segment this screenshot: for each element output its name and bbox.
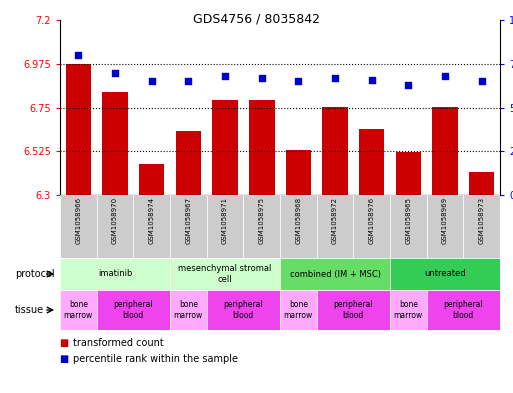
Bar bbox=[207, 195, 243, 258]
Bar bbox=[427, 195, 463, 258]
Point bbox=[148, 78, 156, 84]
Bar bbox=[139, 164, 165, 195]
Bar bbox=[170, 195, 207, 258]
Text: bone
marrow: bone marrow bbox=[174, 300, 203, 320]
Bar bbox=[170, 258, 280, 290]
Bar bbox=[175, 131, 201, 195]
Bar bbox=[469, 172, 495, 195]
Text: GSM1058974: GSM1058974 bbox=[149, 197, 154, 244]
Point bbox=[74, 52, 83, 58]
Bar bbox=[322, 108, 348, 195]
Bar bbox=[390, 195, 427, 258]
Text: peripheral
blood: peripheral blood bbox=[224, 300, 263, 320]
Text: GSM1058976: GSM1058976 bbox=[369, 197, 374, 244]
Text: GSM1058972: GSM1058972 bbox=[332, 197, 338, 244]
Text: imatinib: imatinib bbox=[98, 270, 132, 279]
Bar bbox=[427, 290, 500, 330]
Bar bbox=[60, 290, 96, 330]
Bar bbox=[60, 195, 96, 258]
Point bbox=[404, 82, 412, 88]
Bar bbox=[280, 258, 390, 290]
Text: combined (IM + MSC): combined (IM + MSC) bbox=[289, 270, 381, 279]
Text: mesenchymal stromal
cell: mesenchymal stromal cell bbox=[179, 264, 272, 284]
Text: transformed count: transformed count bbox=[73, 338, 164, 348]
Bar bbox=[286, 150, 311, 195]
Text: bone
marrow: bone marrow bbox=[393, 300, 423, 320]
Bar bbox=[353, 195, 390, 258]
Text: GDS4756 / 8035842: GDS4756 / 8035842 bbox=[193, 13, 320, 26]
Text: GSM1058971: GSM1058971 bbox=[222, 197, 228, 244]
Text: ■: ■ bbox=[60, 338, 72, 348]
Text: GSM1058973: GSM1058973 bbox=[479, 197, 485, 244]
Text: ■: ■ bbox=[60, 354, 72, 364]
Point bbox=[331, 75, 339, 81]
Bar bbox=[463, 195, 500, 258]
Bar bbox=[359, 129, 385, 195]
Text: untreated: untreated bbox=[424, 270, 466, 279]
Bar bbox=[212, 100, 238, 195]
Bar bbox=[66, 64, 91, 195]
Bar bbox=[390, 258, 500, 290]
Bar bbox=[102, 92, 128, 195]
Bar bbox=[249, 100, 274, 195]
Text: GSM1058975: GSM1058975 bbox=[259, 197, 265, 244]
Bar bbox=[432, 108, 458, 195]
Bar bbox=[390, 290, 427, 330]
Text: bone
marrow: bone marrow bbox=[64, 300, 93, 320]
Text: GSM1058966: GSM1058966 bbox=[75, 197, 82, 244]
Bar bbox=[317, 290, 390, 330]
Text: GSM1058965: GSM1058965 bbox=[405, 197, 411, 244]
Bar bbox=[396, 152, 421, 195]
Bar bbox=[280, 195, 317, 258]
Bar bbox=[96, 195, 133, 258]
Point bbox=[478, 78, 486, 84]
Point bbox=[367, 76, 376, 83]
Text: GSM1058970: GSM1058970 bbox=[112, 197, 118, 244]
Text: GSM1058968: GSM1058968 bbox=[295, 197, 301, 244]
Text: tissue: tissue bbox=[15, 305, 44, 315]
Bar bbox=[96, 290, 170, 330]
Text: percentile rank within the sample: percentile rank within the sample bbox=[73, 354, 238, 364]
Point bbox=[111, 69, 119, 75]
Bar bbox=[60, 258, 170, 290]
Bar bbox=[133, 195, 170, 258]
Point bbox=[294, 78, 303, 84]
Bar bbox=[243, 195, 280, 258]
Point bbox=[184, 78, 192, 84]
Text: protocol: protocol bbox=[15, 269, 54, 279]
Point bbox=[441, 73, 449, 79]
Bar bbox=[317, 195, 353, 258]
Bar bbox=[280, 290, 317, 330]
Text: GSM1058967: GSM1058967 bbox=[185, 197, 191, 244]
Text: bone
marrow: bone marrow bbox=[284, 300, 313, 320]
Point bbox=[221, 73, 229, 79]
Bar bbox=[170, 290, 207, 330]
Bar bbox=[207, 290, 280, 330]
Text: peripheral
blood: peripheral blood bbox=[444, 300, 483, 320]
Text: GSM1058969: GSM1058969 bbox=[442, 197, 448, 244]
Text: peripheral
blood: peripheral blood bbox=[113, 300, 153, 320]
Point bbox=[258, 75, 266, 81]
Text: peripheral
blood: peripheral blood bbox=[333, 300, 373, 320]
